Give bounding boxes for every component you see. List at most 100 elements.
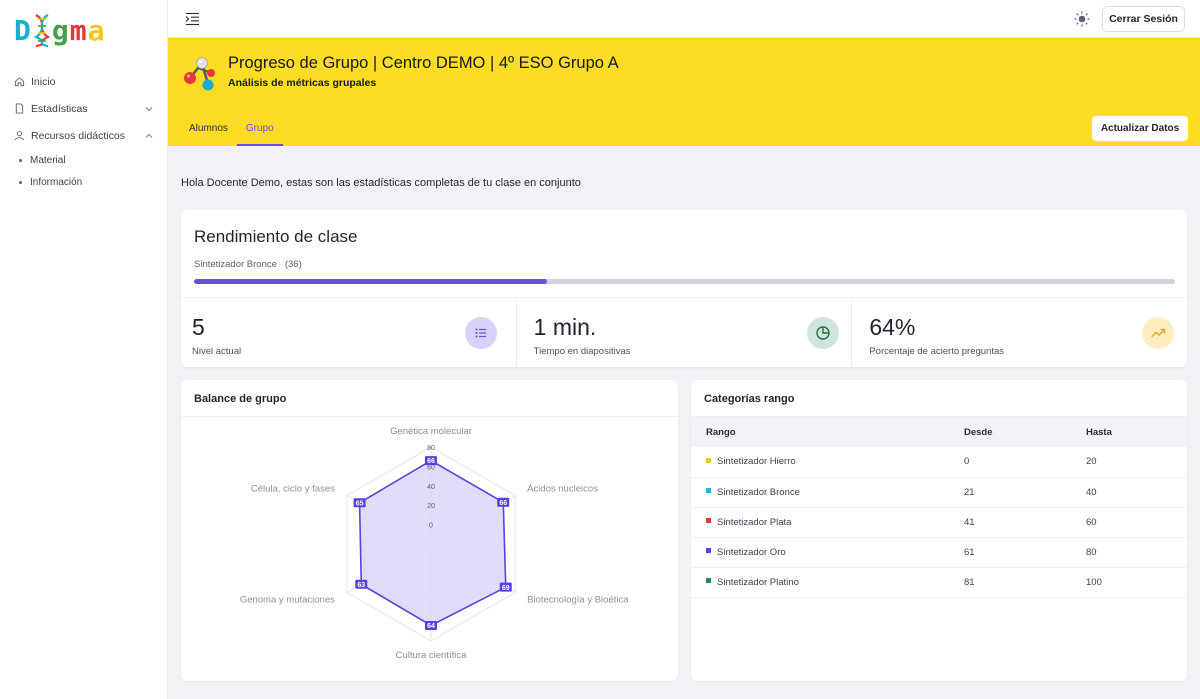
sidebar-item-estadisticas[interactable]: Estadísticas <box>0 95 168 122</box>
menu-collapse-icon[interactable] <box>185 12 200 26</box>
chevron-up-icon <box>145 133 153 138</box>
radar-chart: 0 20 40 60 80 66 66 69 64 63 65 Genética molecular Á… <box>240 426 629 661</box>
radar-value-badge <box>497 497 510 507</box>
radar-value-badge <box>425 456 437 466</box>
rank-name-cell: Sintetizador Hierro <box>691 447 964 478</box>
logout-button[interactable]: Cerrar Sesión <box>1102 6 1185 32</box>
sidebar-item-label: Recursos didácticos <box>31 129 125 142</box>
balance-card: Balance de grupo 0 20 40 60 80 66 66 69 64 63 65 Ge… <box>181 380 678 681</box>
bullet-icon <box>19 180 22 184</box>
tab-alumnos[interactable]: Alumnos <box>189 123 228 134</box>
table-row: Sintetizador Platino 81 100 <box>691 567 1187 598</box>
from-cell: 0 <box>964 447 1086 478</box>
list-icon <box>465 317 497 349</box>
to-cell: 100 <box>1086 567 1187 598</box>
table-row: Sintetizador Plata 41 60 <box>691 507 1187 538</box>
chevron-down-icon <box>145 106 153 111</box>
to-cell: 20 <box>1086 447 1187 478</box>
radar-tick-label: 0 <box>429 523 433 530</box>
rank-value: (36) <box>284 259 302 270</box>
radar-tick-label: 20 <box>427 503 435 510</box>
stat-value: 64% <box>869 314 916 340</box>
radar-value-badge <box>425 620 437 630</box>
to-cell: 80 <box>1086 537 1187 568</box>
page-title: Progreso de Grupo | Centro DEMO | 4º ESO… <box>228 54 619 72</box>
rank-progress-bar <box>194 279 1175 284</box>
sidebar-subitem-label: Información <box>30 176 83 188</box>
color-swatch <box>706 458 711 464</box>
rank-name: Sintetizador Plata <box>717 516 792 528</box>
radar-category-label: Biotecnología y Bioética <box>527 595 629 606</box>
radar-value-label: 64 <box>427 623 435 630</box>
stat-caption: Tiempo en diapositivas <box>533 346 631 357</box>
column-header-rango: Rango <box>706 426 736 438</box>
categories-title: Categorías rango <box>691 380 1187 417</box>
table-row: Sintetizador Oro 61 80 <box>691 537 1187 568</box>
refresh-data-button[interactable]: Actualizar Datos <box>1092 116 1188 141</box>
radar-value-label: 66 <box>499 500 507 507</box>
radar-category-label: Cultura científica <box>396 650 467 661</box>
rank-name-cell: Sintetizador Platino <box>691 567 964 598</box>
rank-name: Sintetizador Bronce <box>717 486 800 498</box>
greeting-text: Hola Docente Demo, estas son las estadís… <box>181 177 581 189</box>
to-cell: 40 <box>1086 477 1187 508</box>
stat-accuracy: 64% Porcentaje de acierto preguntas <box>852 298 1187 367</box>
sidebar-subitem-label: Material <box>30 154 66 166</box>
sidebar-item-recursos[interactable]: Recursos didácticos <box>0 122 168 149</box>
radar-category-label: Genoma y mutaciones <box>240 595 335 606</box>
to-cell: 60 <box>1086 507 1187 538</box>
stat-caption: Nivel actual <box>192 346 242 357</box>
rank-name: Sintetizador Platino <box>717 576 799 588</box>
sidebar-item-inicio[interactable]: Inicio <box>0 68 168 95</box>
color-swatch <box>706 518 711 524</box>
tab-grupo[interactable]: Grupo <box>236 116 283 146</box>
column-header-hasta: Hasta <box>1086 426 1112 438</box>
rank-label: Sintetizador Bronce (36) <box>194 259 302 270</box>
stat-time: 1 min. Tiempo en diapositivas <box>517 298 853 367</box>
radar-tick-label: 60 <box>427 464 435 471</box>
performance-title: Rendimiento de clase <box>194 227 358 246</box>
molecule-icon <box>184 57 215 91</box>
from-cell: 41 <box>964 507 1086 538</box>
rank-name-cell: Sintetizador Bronce <box>691 477 964 508</box>
radar-category-label: Célula, ciclo y fases <box>251 484 335 495</box>
categories-card: Categorías rango Rango Desde Hasta Sinte… <box>691 380 1187 681</box>
stats-row: 5 Nivel actual 1 min. Tiempo en diaposit… <box>181 297 1187 367</box>
rank-progress-fill <box>194 279 548 284</box>
from-cell: 81 <box>964 567 1086 598</box>
categories-table: Rango Desde Hasta Sintetizador Hierro 0 … <box>691 417 1187 598</box>
radar-value-badge <box>499 582 512 592</box>
column-header-desde: Desde <box>964 426 993 438</box>
radar-tick-label: 40 <box>427 484 435 491</box>
rank-name: Sintetizador Bronce <box>194 259 277 270</box>
header-tabs: Alumnos Grupo <box>180 116 283 146</box>
sidebar-subitem-material[interactable]: Material <box>0 149 168 171</box>
stat-value: 1 min. <box>533 314 597 340</box>
color-swatch <box>706 488 711 494</box>
user-icon <box>14 130 25 141</box>
sidebar-nav: Inicio Estadísticas Recursos didácticos … <box>0 68 168 193</box>
document-icon <box>14 103 25 114</box>
sidebar-item-label: Inicio <box>31 75 56 88</box>
from-cell: 61 <box>964 537 1086 568</box>
table-header-row: Rango Desde Hasta <box>691 417 1187 447</box>
from-cell: 21 <box>964 477 1086 508</box>
radar-value-badge <box>353 498 366 508</box>
stat-caption: Porcentaje de acierto preguntas <box>869 346 1005 357</box>
radar-value-label: 63 <box>357 582 365 589</box>
trending-up-icon <box>1142 317 1175 349</box>
dna-helix-icon <box>33 14 51 47</box>
table-row: Sintetizador Hierro 0 20 <box>691 447 1187 478</box>
radar-value-label: 65 <box>356 500 364 507</box>
sun-icon[interactable] <box>1074 11 1090 27</box>
page-header: Progreso de Grupo | Centro DEMO | 4º ESO… <box>168 38 1200 146</box>
radar-category-label: Genética molecular <box>390 426 472 437</box>
performance-card: Rendimiento de clase Sintetizador Bronce… <box>181 210 1187 367</box>
radar-tick-label: 80 <box>427 445 435 452</box>
bullet-icon <box>19 158 22 162</box>
sidebar-subitem-informacion[interactable]: Información <box>0 171 168 193</box>
rank-name-cell: Sintetizador Plata <box>691 507 964 538</box>
topbar: Cerrar Sesión <box>168 0 1200 38</box>
stat-value: 5 <box>192 314 205 340</box>
